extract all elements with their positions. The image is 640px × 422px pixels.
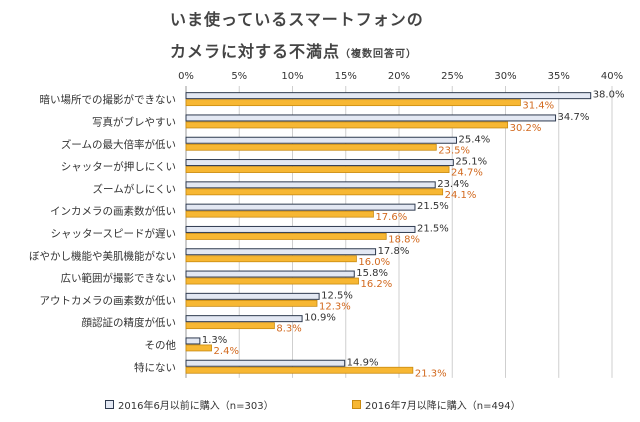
title-line-1: いま使っているスマートフォンの — [170, 10, 424, 29]
legend-label-series-1: 2016年6月以前に購入（n=303） — [118, 401, 274, 412]
data-label-series-1: 15.8% — [356, 268, 388, 279]
bar-series-2 — [185, 143, 437, 151]
x-tick-label: 25% — [441, 71, 463, 82]
bar-series-1 — [185, 359, 346, 367]
category-label: 広い範囲が撮影できない — [61, 272, 177, 285]
category-label: シャッタースピードが遅い — [51, 227, 176, 240]
x-tick-label: 10% — [281, 71, 303, 82]
x-tick-label: 30% — [494, 71, 516, 82]
bar-series-2 — [185, 99, 521, 107]
bar-series-1 — [185, 159, 454, 167]
data-label-series-1: 14.9% — [347, 357, 379, 368]
title-line-2-text: カメラに対する不満点 — [170, 42, 341, 61]
category-label: ぼやかし機能や美肌機能がない — [29, 249, 176, 262]
data-label-series-1: 34.7% — [558, 112, 590, 123]
data-label-series-2: 30.2% — [510, 123, 542, 134]
x-tick-label: 35% — [548, 71, 570, 82]
title-line-2: カメラに対する不満点（複数回答可） — [170, 38, 470, 62]
data-label-series-1: 23.4% — [437, 179, 469, 190]
bar-series-2 — [185, 299, 318, 307]
bar-series-1 — [185, 225, 416, 233]
data-label-series-2: 24.1% — [445, 190, 477, 201]
data-label-series-1: 21.5% — [417, 201, 449, 212]
data-label-series-1: 21.5% — [417, 223, 449, 234]
data-label-series-2: 16.2% — [361, 279, 393, 290]
data-label-series-1: 1.3% — [202, 335, 227, 346]
data-label-series-2: 18.8% — [388, 234, 420, 245]
category-label: ズームの最大倍率が低い — [61, 138, 176, 151]
bar-series-2 — [185, 255, 357, 263]
category-label: 特にない — [134, 362, 176, 374]
bar-series-1 — [185, 270, 355, 278]
category-label: アウトカメラの画素数が低い — [40, 294, 177, 307]
legend-swatch-series-1 — [105, 400, 114, 409]
x-tick-label: 0% — [178, 71, 194, 82]
legend-label-series-2: 2016年7月以降に購入（n=494） — [365, 401, 521, 412]
category-label: ズームがしにくい — [93, 182, 176, 195]
data-label-series-2: 8.3% — [276, 324, 301, 335]
bar-series-1 — [185, 248, 377, 256]
data-label-series-1: 25.4% — [459, 134, 491, 145]
x-tick-label: 40% — [601, 71, 623, 82]
bar-series-2 — [185, 322, 275, 330]
legend-swatch-series-2 — [352, 400, 361, 409]
x-tick-label: 15% — [335, 71, 357, 82]
data-label-series-2: 31.4% — [522, 101, 554, 112]
bar-series-1 — [185, 315, 303, 323]
bar-series-2 — [185, 188, 444, 196]
data-label-series-2: 17.6% — [375, 212, 407, 223]
x-tick-label: 5% — [231, 71, 247, 82]
data-label-series-2: 12.3% — [319, 301, 351, 312]
category-label: 暗い場所での撮影ができない — [40, 93, 177, 106]
bar-series-2 — [185, 121, 509, 129]
bar-series-1 — [185, 337, 201, 345]
bar-series-2 — [185, 233, 387, 240]
category-label: 写真がブレやすい — [92, 115, 176, 128]
category-label: インカメラの画素数が低い — [50, 205, 176, 218]
x-tick-label: 20% — [388, 71, 410, 82]
data-label-series-2: 16.0% — [358, 257, 390, 268]
bar-series-1 — [185, 92, 592, 100]
title-note: （複数回答可） — [340, 49, 418, 60]
bar-series-2 — [185, 277, 359, 285]
data-label-series-1: 38.0% — [593, 90, 625, 101]
bar-series-2 — [185, 366, 414, 374]
bar-series-2 — [185, 210, 374, 218]
data-label-series-1: 17.8% — [378, 246, 410, 257]
chart-title: いま使っているスマートフォンの カメラに対する不満点（複数回答可） — [170, 6, 470, 62]
data-label-series-2: 23.5% — [438, 145, 470, 156]
bar-series-1 — [185, 292, 320, 300]
category-label: 顔認証の精度が低い — [82, 316, 177, 329]
bar-series-1 — [185, 181, 436, 189]
category-label: シャッターが押しにくい — [61, 160, 176, 173]
data-label-series-1: 10.9% — [304, 313, 336, 324]
data-label-series-1: 25.1% — [455, 157, 487, 168]
bar-series-2 — [185, 344, 212, 352]
bar-series-1 — [185, 136, 458, 144]
data-label-series-2: 21.3% — [415, 368, 447, 379]
data-label-series-2: 2.4% — [214, 346, 239, 357]
bar-series-2 — [185, 166, 450, 173]
category-label: その他 — [145, 338, 177, 351]
data-label-series-2: 24.7% — [451, 168, 483, 179]
legend-item-series-1: 2016年6月以前に購入（n=303） — [105, 397, 274, 412]
bar-series-1 — [185, 114, 557, 122]
bar-series-1 — [185, 203, 416, 211]
data-label-series-1: 12.5% — [321, 290, 353, 301]
legend-item-series-2: 2016年7月以降に購入（n=494） — [352, 397, 521, 412]
